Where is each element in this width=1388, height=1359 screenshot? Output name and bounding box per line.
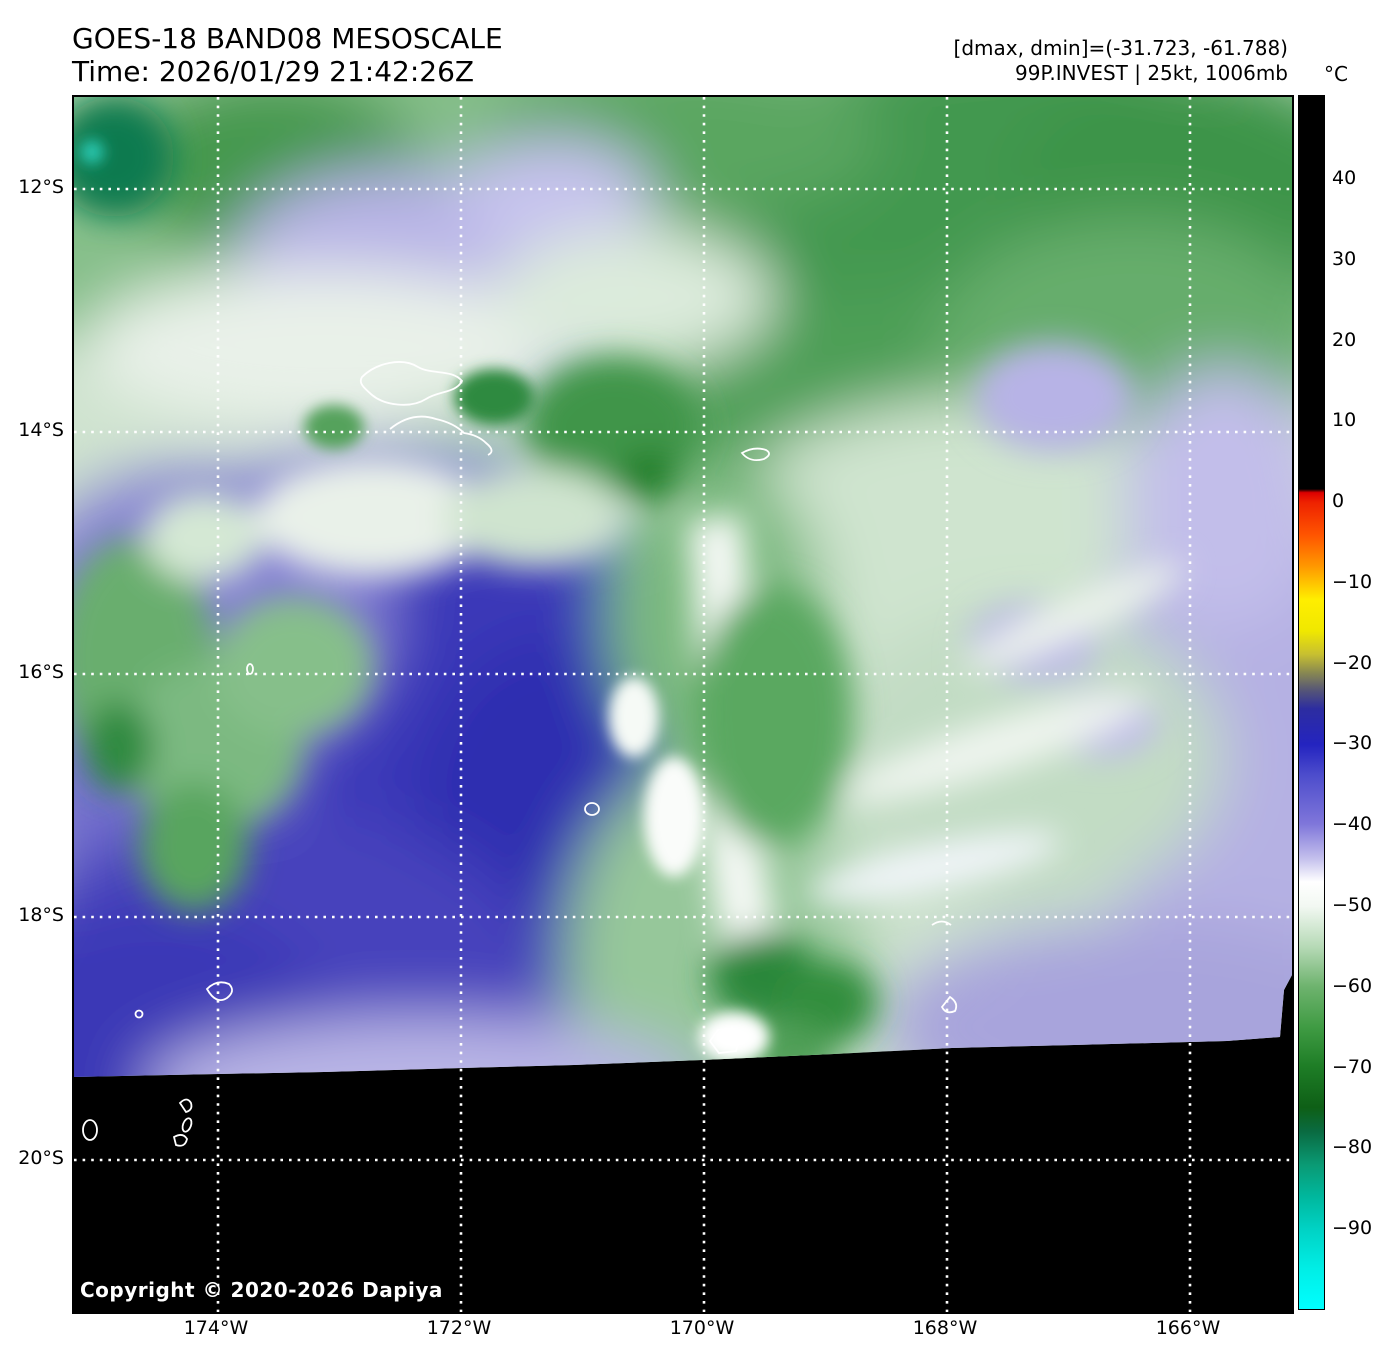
title-block: GOES-18 BAND08 MESOSCALE Time: 2026/01/2… — [72, 22, 503, 88]
latitude-tick-label: 18°S — [18, 904, 64, 926]
colorbar — [1298, 95, 1325, 1310]
colorbar-tick-label: −90 — [1332, 1217, 1373, 1240]
colorbar-tick-label: −50 — [1332, 894, 1373, 916]
product-title: GOES-18 BAND08 MESOSCALE — [72, 22, 503, 55]
colorbar-tick-label: −30 — [1332, 732, 1373, 755]
colorbar-tick-label: −80 — [1332, 1136, 1373, 1159]
colorbar-gradient — [1299, 96, 1324, 1309]
colorbar-tick-label: 40 — [1332, 167, 1357, 190]
colorbar-tick-label: −20 — [1332, 651, 1373, 674]
colorbar-tick-labels: 40 30 20 10 0 −10 −20 −30 −40 −50 −60 −70 −80 −90 — [1332, 95, 1388, 1308]
colorbar-tick-label: −60 — [1332, 974, 1373, 997]
colorbar-tick-label: 10 — [1332, 409, 1357, 432]
island-contours — [82, 361, 958, 1147]
satellite-imagery — [74, 97, 1292, 1312]
cloud-field — [74, 97, 1292, 1077]
dmax-dmin-readout: [dmax, dmin]=(-31.723, -61.788) — [953, 36, 1288, 60]
latitude-tick-label: 20°S — [18, 1147, 64, 1169]
satellite-map: Copyright © 2020-2026 Dapiya — [72, 95, 1294, 1314]
graticule — [74, 97, 1292, 1312]
colorbar-unit-label: °C — [1324, 62, 1348, 86]
product-time: Time: 2026/01/29 21:42:26Z — [72, 55, 475, 88]
longitude-tick-label: 170°W — [669, 1317, 735, 1339]
longitude-tick-label: 166°W — [1155, 1317, 1221, 1339]
colorbar-tick-label: −10 — [1332, 570, 1373, 593]
latitude-tick-label: 12°S — [18, 176, 64, 198]
colorbar-tick-label: −40 — [1332, 813, 1373, 836]
latitude-axis: 12°S 14°S 16°S 18°S 20°S — [0, 95, 64, 1310]
colorbar-tick-label: 20 — [1332, 328, 1357, 351]
longitude-tick-label: 172°W — [426, 1317, 492, 1339]
copyright-notice: Copyright © 2020-2026 Dapiya — [80, 1278, 443, 1302]
latitude-tick-label: 14°S — [18, 419, 64, 441]
colorbar-tick-label: 30 — [1332, 247, 1357, 270]
longitude-axis: 174°W 172°W 170°W 168°W 166°W — [72, 1317, 1290, 1347]
info-block: [dmax, dmin]=(-31.723, -61.788) 99P.INVE… — [954, 36, 1288, 86]
longitude-tick-label: 168°W — [912, 1317, 978, 1339]
colorbar-tick-label: −70 — [1332, 1055, 1373, 1078]
latitude-tick-label: 16°S — [18, 661, 64, 683]
colorbar-tick-label: 0 — [1332, 490, 1345, 513]
longitude-tick-label: 174°W — [183, 1317, 249, 1339]
storm-readout: 99P.INVEST | 25kt, 1006mb — [1015, 61, 1288, 85]
